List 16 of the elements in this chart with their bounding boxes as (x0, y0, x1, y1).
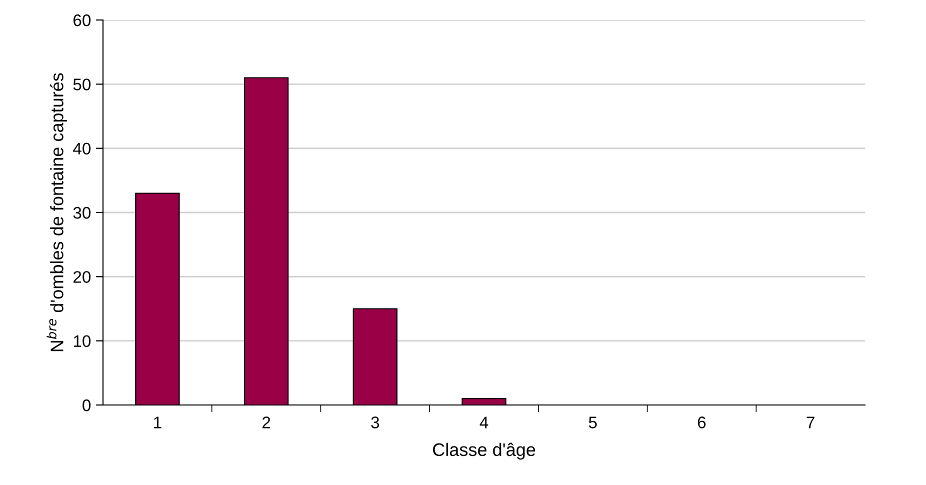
y-tick-label: 60 (74, 14, 91, 26)
y-tick-label: 20 (73, 271, 91, 283)
x-tick-label: 2 (262, 416, 270, 428)
x-tick-label: 4 (480, 416, 488, 428)
x-tick-label: 1 (154, 416, 162, 428)
y-tick-label: 0 (82, 399, 91, 412)
x-tick-label: 3 (371, 416, 380, 428)
y-axis-title: N$^{bre}$ d'ombles de fontaine capturés (46, 73, 67, 352)
x-tick-label: 6 (698, 416, 706, 428)
y-tick-label: 30 (73, 206, 91, 219)
y-tick-label: 50 (73, 78, 91, 90)
x-axis-title: Classe d'âge (433, 442, 536, 460)
x-tick-label: 5 (588, 416, 597, 428)
y-tick-label: 10 (74, 335, 91, 348)
y-tick-label: 40 (73, 142, 91, 155)
x-tick-label: 7 (806, 416, 814, 428)
